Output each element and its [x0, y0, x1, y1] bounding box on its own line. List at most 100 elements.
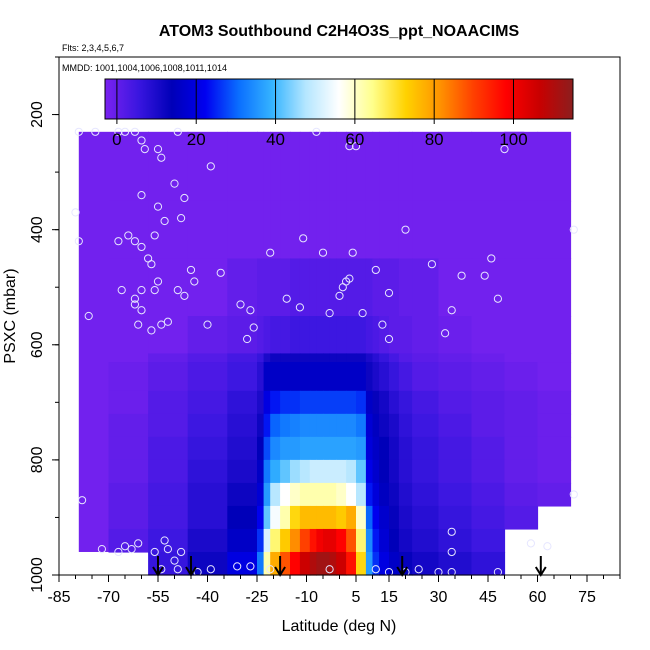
- field-cell: [227, 316, 258, 355]
- field-cell: [270, 362, 281, 392]
- field-cell: [372, 390, 380, 415]
- field-cell: [187, 362, 228, 392]
- field-cell: [389, 436, 400, 461]
- field-cell: [257, 353, 265, 363]
- field-cell: [379, 258, 390, 317]
- field-cell: [309, 436, 317, 461]
- field-cell: [346, 436, 357, 461]
- field-cell: [504, 390, 539, 415]
- sample-point: [124, 231, 133, 240]
- field-cell: [309, 505, 317, 530]
- field-cell: [356, 459, 367, 484]
- field-cell: [438, 528, 473, 553]
- field-cell: [187, 200, 228, 260]
- field-cell: [398, 482, 413, 507]
- sample-point: [345, 142, 354, 151]
- sample-point: [371, 565, 380, 574]
- field-cell: [187, 390, 228, 415]
- field-cell: [316, 131, 324, 202]
- field-cell: [365, 551, 374, 576]
- field-cell: [148, 505, 189, 530]
- field-cell: [365, 390, 374, 415]
- field-cell: [227, 459, 258, 484]
- field-cell: [299, 436, 311, 461]
- sample-point: [71, 208, 80, 217]
- field-cell: [379, 482, 390, 507]
- field-cell: [108, 353, 149, 363]
- field-cell: [187, 131, 228, 202]
- field-cell: [537, 390, 572, 415]
- field-cell: [329, 413, 337, 438]
- sample-point: [186, 265, 196, 275]
- field-cell: [471, 436, 506, 461]
- field-cell: [227, 353, 258, 363]
- x-axis: -85 -70 -55 -40 -25 -10 5 15 30 45 60 75: [47, 575, 621, 606]
- field-cell: [356, 390, 367, 415]
- field-cell: [336, 528, 347, 553]
- field-cell: [412, 200, 440, 260]
- field-cell: [290, 459, 301, 484]
- sample-point: [526, 539, 536, 548]
- field-cell: [356, 258, 367, 317]
- sample-point: [335, 291, 344, 300]
- chart-title: ATOM3 Southbound C2H4O3S_ppt_NOAACIMS: [159, 23, 520, 40]
- field-cell: [372, 362, 380, 392]
- sample-point: [173, 286, 182, 295]
- field-cell: [356, 131, 367, 202]
- field-cell: [187, 316, 228, 355]
- field-cell: [356, 436, 367, 461]
- field-cell: [471, 551, 506, 576]
- field-cell: [187, 482, 228, 507]
- field-cell: [108, 131, 149, 202]
- field-cell: [227, 436, 258, 461]
- field-cell: [290, 505, 301, 530]
- field-cell: [329, 353, 337, 363]
- field-cell: [379, 200, 390, 260]
- sample-point: [130, 127, 139, 136]
- field-cell: [316, 316, 324, 355]
- field-cell: [336, 131, 347, 202]
- field-cell: [389, 258, 400, 317]
- field-cell: [148, 390, 189, 415]
- field-cell: [346, 551, 357, 576]
- sample-point: [384, 334, 394, 344]
- field-cell: [372, 436, 380, 461]
- field-cell: [336, 200, 347, 260]
- field-cell: [148, 459, 189, 484]
- sample-point: [157, 320, 166, 329]
- field-cell: [263, 390, 271, 415]
- sample-point: [177, 214, 186, 223]
- field-cell: [329, 390, 337, 415]
- field-cell: [270, 413, 281, 438]
- field-cell: [329, 436, 337, 461]
- field-cell: [299, 258, 311, 317]
- field-cell: [412, 413, 440, 438]
- field-cell: [270, 316, 281, 355]
- field-cell: [316, 505, 324, 530]
- field-cell: [379, 362, 390, 392]
- field-cell: [412, 362, 440, 392]
- field-cell: [379, 459, 390, 484]
- field-cell: [323, 413, 331, 438]
- field-cell: [412, 528, 440, 553]
- sample-point: [312, 127, 321, 136]
- sample-point: [246, 562, 255, 571]
- field-cell: [290, 131, 301, 202]
- sample-point: [318, 248, 328, 257]
- field-cell: [365, 258, 374, 317]
- field-cell: [336, 482, 347, 507]
- x-tick-label: 75: [578, 589, 596, 606]
- field-cell: [471, 459, 506, 484]
- field-cell: [412, 131, 440, 202]
- field-cell: [316, 528, 324, 553]
- field-cell: [504, 362, 539, 392]
- field-cell: [365, 528, 374, 553]
- sample-point: [243, 334, 252, 344]
- sample-point: [190, 277, 199, 286]
- field-cell: [537, 436, 572, 461]
- field-cell: [299, 459, 311, 484]
- sample-point: [130, 237, 139, 246]
- field-cell: [187, 459, 228, 484]
- field-cell: [323, 459, 331, 484]
